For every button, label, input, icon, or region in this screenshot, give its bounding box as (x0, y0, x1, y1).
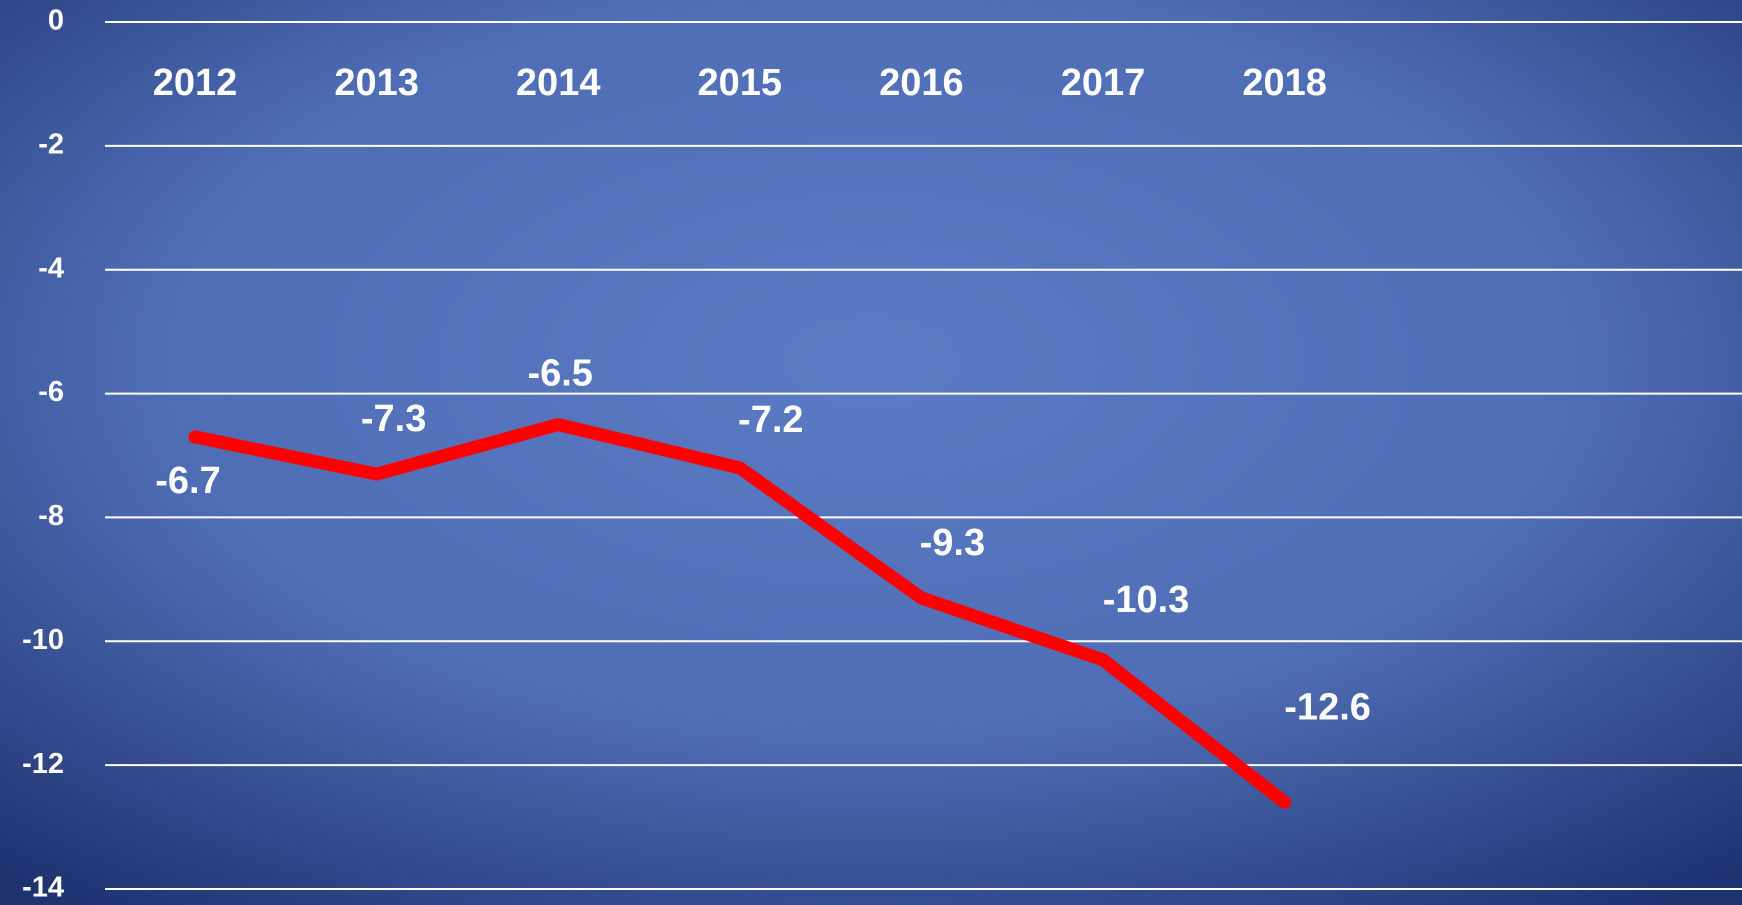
data-label: -12.6 (1284, 686, 1371, 728)
y-tick-label: -2 (38, 129, 64, 161)
y-tick-label: -8 (38, 500, 64, 532)
y-tick-label: -4 (38, 252, 64, 284)
y-tick-label: -10 (22, 624, 64, 656)
x-tick-label: 2018 (1242, 62, 1327, 104)
x-tick-label: 2015 (698, 62, 783, 104)
y-tick-label: 0 (48, 5, 64, 37)
x-tick-label: 2012 (153, 62, 238, 104)
x-tick-label: 2013 (334, 62, 419, 104)
x-tick-label: 2017 (1061, 62, 1146, 104)
data-label: -7.2 (738, 399, 803, 441)
data-line (188, 418, 1292, 809)
data-label: -6.7 (155, 460, 220, 502)
data-label: -10.3 (1103, 579, 1190, 621)
x-tick-label: 2014 (516, 62, 601, 104)
y-tick-label: -6 (38, 376, 64, 408)
data-label: -6.5 (527, 353, 592, 395)
y-tick-label: -14 (22, 872, 64, 904)
data-label: -9.3 (920, 522, 985, 564)
data-label: -7.3 (361, 398, 426, 440)
x-tick-label: 2016 (879, 62, 964, 104)
y-tick-label: -12 (22, 748, 64, 780)
